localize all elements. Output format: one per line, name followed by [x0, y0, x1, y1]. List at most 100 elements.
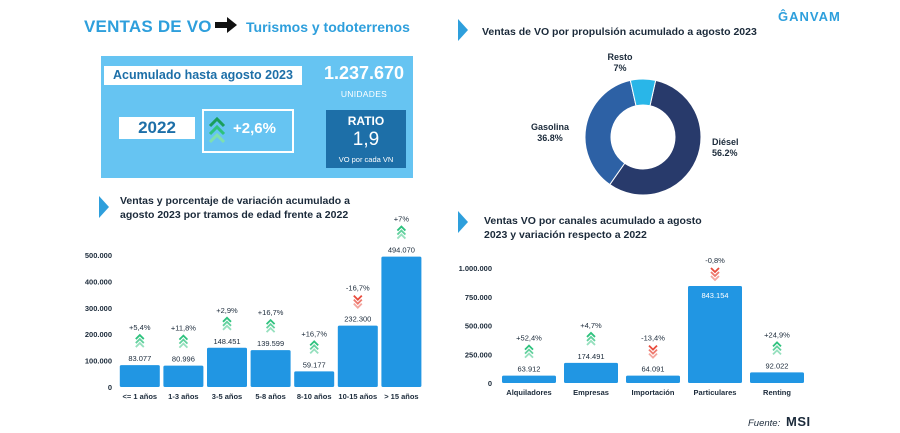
variation-label: +16,7% [258, 308, 284, 317]
chevron-up-icon [135, 333, 145, 348]
variation-label: -13,4% [641, 334, 665, 343]
y-tick-label: 250.000 [465, 350, 492, 359]
donut-value-label: 36.8% [537, 133, 563, 143]
bar [207, 347, 247, 387]
x-tick-label: 1-3 años [168, 392, 198, 401]
y-tick-label: 200.000 [85, 330, 112, 339]
x-tick-label: <= 1 años [122, 392, 157, 401]
bar-value-label: 63.912 [518, 365, 541, 374]
variation-label: +2,9% [216, 306, 238, 315]
x-tick-label: 8-10 años [297, 392, 332, 401]
page-subtitle: Turismos y todoterrenos [246, 19, 410, 35]
channel-chart-title: Ventas VO por canales acumulado a agosto… [484, 215, 702, 241]
section-marker-icon [458, 19, 468, 41]
bar [688, 286, 742, 383]
bar-value-label: 232.300 [344, 315, 371, 324]
chevron-up-icon [178, 334, 189, 349]
variation-label: +24,9% [764, 330, 790, 339]
x-tick-label: 3-5 años [212, 392, 242, 401]
bar [626, 375, 680, 383]
donut-value-label: 7% [613, 63, 626, 73]
donut-label: Gasolina [531, 122, 570, 132]
bar [250, 350, 291, 387]
x-tick-label: > 15 años [384, 392, 418, 401]
y-tick-label: 500.000 [465, 322, 492, 331]
variation-label: +5,4% [129, 323, 151, 332]
bar [337, 325, 378, 387]
chevron-up-icon [309, 340, 319, 355]
x-tick-label: Importación [632, 388, 675, 397]
variation-value: +2,6% [233, 120, 276, 137]
chevron-up-icon [208, 116, 226, 144]
channel-bar-chart: 0 250.000 500.000 750.000 1.000.000 Alquilado… [459, 256, 804, 397]
variation-label: -16,7% [346, 284, 370, 293]
bar-value-label: 59.177 [303, 360, 326, 369]
units-label: UNIDADES [340, 89, 388, 99]
y-tick-label: 1.000.000 [459, 264, 492, 273]
y-tick-label: 750.000 [465, 293, 492, 302]
bar [294, 371, 335, 387]
bar-value-label: 174.491 [577, 352, 604, 361]
section-marker-icon [99, 196, 109, 218]
variation-label: +7% [394, 215, 410, 224]
chevron-down-icon [648, 344, 658, 359]
ratio-value: 1,9 [352, 129, 380, 150]
donut-slice-resto [629, 78, 657, 107]
age-chart-title: Ventas y porcentaje de variación acumula… [120, 195, 350, 221]
x-tick-label: Renting [763, 388, 791, 397]
variation-box [202, 109, 294, 153]
y-tick-label: 100.000 [85, 357, 112, 366]
ratio-title: RATIO [347, 114, 385, 128]
accumulated-label: Acumulado hasta agosto 2023 [104, 66, 302, 85]
chevron-up-icon [524, 344, 534, 359]
arrow-right-icon [215, 17, 237, 33]
donut-label: Resto [607, 52, 633, 62]
chevron-up-icon [772, 341, 782, 356]
bar [119, 365, 160, 387]
age-bar-chart: 0 100.000 200.000 300.000 400.000 500.000 <= 1… [85, 215, 422, 401]
variation-label: +52,4% [516, 334, 542, 343]
chevron-up-icon [396, 225, 407, 240]
bar-value-label: 83.077 [128, 354, 151, 363]
msi-logo: MSI [786, 414, 811, 429]
source-label: Fuente: [748, 418, 781, 429]
bar [163, 365, 204, 387]
bar-value-label: 92.022 [766, 361, 789, 370]
bar-value-label: 80.996 [172, 355, 195, 364]
chevron-down-icon [353, 295, 363, 309]
bar-value-label: 139.599 [257, 339, 284, 348]
bar-value-label: 148.451 [213, 337, 240, 346]
x-tick-label: Alquiladores [506, 388, 551, 397]
chevron-up-icon [265, 318, 276, 333]
y-tick-label: 0 [108, 383, 112, 392]
variation-label: +11,8% [171, 324, 196, 333]
bar [381, 256, 422, 387]
chevron-down-icon [710, 267, 720, 282]
chevron-up-icon [222, 316, 232, 331]
y-tick-label: 400.000 [85, 277, 112, 286]
bar [750, 372, 804, 383]
bar [502, 375, 556, 383]
donut-value-label: 56.2% [712, 148, 738, 158]
ratio-subtitle: VO por cada VN [338, 155, 394, 164]
y-tick-label: 500.000 [85, 251, 112, 260]
compare-year: 2022 [119, 117, 195, 139]
bar-value-label: 64.091 [642, 365, 665, 374]
donut-chart-title: Ventas de VO por propulsión acumulado a … [482, 26, 757, 38]
x-tick-label: Particulares [694, 388, 737, 397]
donut-slice-disel [609, 79, 702, 196]
chevron-up-icon [586, 331, 596, 346]
bar-value-label: 494.070 [388, 246, 415, 255]
donut-label: Diésel [712, 137, 739, 147]
x-tick-label: 10-15 años [338, 392, 377, 401]
units-value: 1.237.670 [323, 63, 405, 83]
donut-slice-gasolina [584, 79, 637, 186]
ganvam-logo: ĜANVAM [778, 9, 841, 24]
page-title: VENTAS DE VO [84, 17, 212, 36]
bar-value-label: 843.154 [701, 291, 728, 300]
ratio-box [326, 110, 406, 168]
variation-label: +16,7% [301, 329, 327, 338]
variation-label: +4,7% [580, 321, 602, 330]
variation-label: -0,8% [705, 256, 725, 265]
